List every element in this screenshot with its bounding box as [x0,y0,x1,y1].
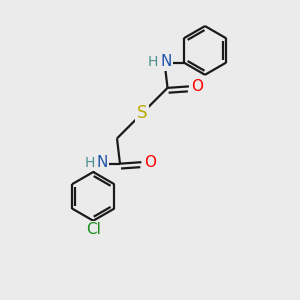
Text: H: H [84,156,94,170]
Text: O: O [191,79,203,94]
Text: S: S [137,104,148,122]
Text: H: H [148,55,158,69]
Text: O: O [144,155,156,170]
Text: N: N [97,155,108,170]
Text: N: N [160,54,172,69]
Text: Cl: Cl [86,222,101,237]
